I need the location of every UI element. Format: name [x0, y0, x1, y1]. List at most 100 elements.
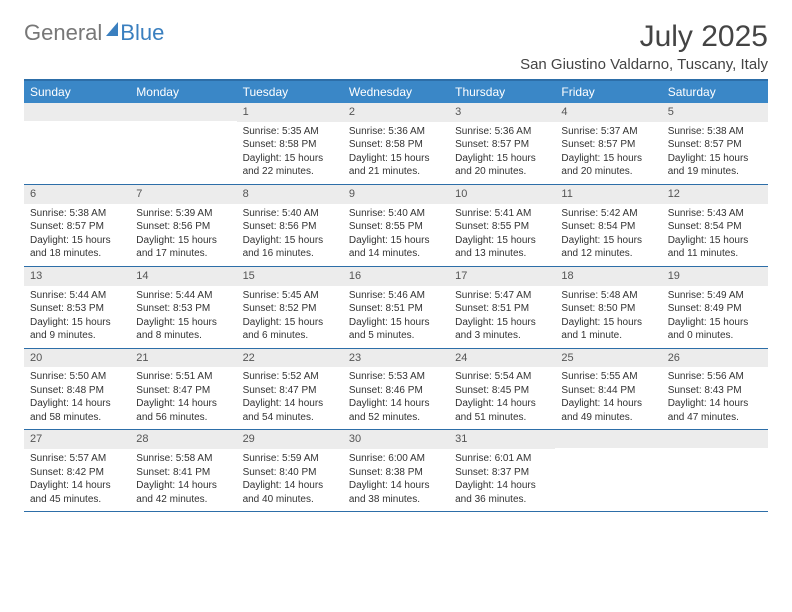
daylight-text: Daylight: 14 hours and 49 minutes.	[561, 397, 655, 424]
month-title: July 2025	[520, 20, 768, 54]
weekday-label: Friday	[555, 81, 661, 103]
day-content: Sunrise: 5:40 AMSunset: 8:55 PMDaylight:…	[343, 204, 449, 266]
day-content: Sunrise: 5:52 AMSunset: 8:47 PMDaylight:…	[237, 367, 343, 429]
day-number: 15	[237, 267, 343, 286]
sunrise-text: Sunrise: 5:42 AM	[561, 207, 655, 221]
day-content	[662, 448, 768, 506]
day-content: Sunrise: 5:55 AMSunset: 8:44 PMDaylight:…	[555, 367, 661, 429]
sunset-text: Sunset: 8:37 PM	[455, 466, 549, 480]
sunrise-text: Sunrise: 5:38 AM	[668, 125, 762, 139]
calendar-day: 13Sunrise: 5:44 AMSunset: 8:53 PMDayligh…	[24, 267, 130, 348]
location: San Giustino Valdarno, Tuscany, Italy	[520, 56, 768, 73]
day-content: Sunrise: 5:42 AMSunset: 8:54 PMDaylight:…	[555, 204, 661, 266]
calendar-day: 16Sunrise: 5:46 AMSunset: 8:51 PMDayligh…	[343, 267, 449, 348]
daylight-text: Daylight: 15 hours and 9 minutes.	[30, 316, 124, 343]
daylight-text: Daylight: 15 hours and 21 minutes.	[349, 152, 443, 179]
calendar-week: 27 Sunrise: 5:57 AMSunset: 8:42 PMDayligh…	[24, 430, 768, 512]
weekday-label: Wednesday	[343, 81, 449, 103]
day-number: 8	[237, 185, 343, 204]
sunrise-text: Sunrise: 5:48 AM	[561, 289, 655, 303]
day-number: 6	[24, 185, 130, 204]
day-number: 29	[237, 430, 343, 449]
day-content: Sunrise: 5:50 AMSunset: 8:48 PMDaylight:…	[24, 367, 130, 429]
sunset-text: Sunset: 8:43 PM	[668, 384, 762, 398]
sunrise-text: Sunrise: 5:51 AM	[136, 370, 230, 384]
daylight-text: Daylight: 15 hours and 20 minutes.	[561, 152, 655, 179]
day-number: 28	[130, 430, 236, 449]
sunset-text: Sunset: 8:54 PM	[561, 220, 655, 234]
daylight-text: Daylight: 14 hours and 45 minutes.	[30, 479, 124, 506]
day-content: Sunrise: 5:38 AMSunset: 8:57 PMDaylight:…	[24, 204, 130, 266]
calendar-day: 6Sunrise: 5:38 AMSunset: 8:57 PMDaylight…	[24, 185, 130, 266]
sunset-text: Sunset: 8:51 PM	[349, 302, 443, 316]
weekday-label: Sunday	[24, 81, 130, 103]
day-number: 18	[555, 267, 661, 286]
sunrise-text: Sunrise: 5:47 AM	[455, 289, 549, 303]
sunset-text: Sunset: 8:58 PM	[349, 138, 443, 152]
calendar-week: 6Sunrise: 5:38 AMSunset: 8:57 PMDaylight…	[24, 185, 768, 267]
sunset-text: Sunset: 8:41 PM	[136, 466, 230, 480]
calendar-day: 20Sunrise: 5:50 AMSunset: 8:48 PMDayligh…	[24, 349, 130, 430]
sunset-text: Sunset: 8:53 PM	[136, 302, 230, 316]
sunrise-text: Sunrise: 5:59 AM	[243, 452, 337, 466]
day-number: 27	[24, 430, 130, 449]
weekday-header: Sunday Monday Tuesday Wednesday Thursday…	[24, 81, 768, 103]
day-content: Sunrise: 5:58 AMSunset: 8:41 PMDaylight:…	[130, 449, 236, 511]
sunrise-text: Sunrise: 5:57 AM	[30, 452, 124, 466]
daylight-text: Daylight: 14 hours and 58 minutes.	[30, 397, 124, 424]
calendar-day: 12Sunrise: 5:43 AMSunset: 8:54 PMDayligh…	[662, 185, 768, 266]
calendar-day: 15 Sunrise: 5:45 AMSunset: 8:52 PMDayligh…	[237, 267, 343, 348]
day-number	[24, 103, 130, 121]
day-number: 16	[343, 267, 449, 286]
day-number: 20	[24, 349, 130, 368]
sunset-text: Sunset: 8:47 PM	[243, 384, 337, 398]
calendar-day: 23Sunrise: 5:53 AMSunset: 8:46 PMDayligh…	[343, 349, 449, 430]
sunrise-text: Sunrise: 6:01 AM	[455, 452, 549, 466]
day-number: 19	[662, 267, 768, 286]
sunrise-text: Sunrise: 5:41 AM	[455, 207, 549, 221]
sunset-text: Sunset: 8:56 PM	[243, 220, 337, 234]
sunset-text: Sunset: 8:52 PM	[243, 302, 337, 316]
weekday-label: Monday	[130, 81, 236, 103]
calendar-day: 22Sunrise: 5:52 AMSunset: 8:47 PMDayligh…	[237, 349, 343, 430]
calendar-day: 30Sunrise: 6:00 AMSunset: 8:38 PMDayligh…	[343, 430, 449, 511]
day-number: 26	[662, 349, 768, 368]
day-number: 22	[237, 349, 343, 368]
calendar: Sunday Monday Tuesday Wednesday Thursday…	[24, 79, 768, 512]
daylight-text: Daylight: 15 hours and 6 minutes.	[243, 316, 337, 343]
calendar-day: 21Sunrise: 5:51 AMSunset: 8:47 PMDayligh…	[130, 349, 236, 430]
sunrise-text: Sunrise: 5:55 AM	[561, 370, 655, 384]
sunrise-text: Sunrise: 5:49 AM	[668, 289, 762, 303]
calendar-day: 10Sunrise: 5:41 AMSunset: 8:55 PMDayligh…	[449, 185, 555, 266]
daylight-text: Daylight: 15 hours and 22 minutes.	[243, 152, 337, 179]
sunrise-text: Sunrise: 5:54 AM	[455, 370, 549, 384]
sunset-text: Sunset: 8:42 PM	[30, 466, 124, 480]
calendar-week: 1Sunrise: 5:35 AMSunset: 8:58 PMDaylight…	[24, 103, 768, 185]
day-number: 11	[555, 185, 661, 204]
day-content: Sunrise: 5:43 AMSunset: 8:54 PMDaylight:…	[662, 204, 768, 266]
sunrise-text: Sunrise: 5:58 AM	[136, 452, 230, 466]
day-content: Sunrise: 5:47 AMSunset: 8:51 PMDaylight:…	[449, 286, 555, 348]
daylight-text: Daylight: 15 hours and 11 minutes.	[668, 234, 762, 261]
day-number: 2	[343, 103, 449, 122]
day-content: Sunrise: 5:46 AMSunset: 8:51 PMDaylight:…	[343, 286, 449, 348]
day-number: 4	[555, 103, 661, 122]
daylight-text: Daylight: 15 hours and 1 minute.	[561, 316, 655, 343]
daylight-text: Daylight: 15 hours and 13 minutes.	[455, 234, 549, 261]
calendar-day: 9Sunrise: 5:40 AMSunset: 8:55 PMDaylight…	[343, 185, 449, 266]
sunset-text: Sunset: 8:57 PM	[455, 138, 549, 152]
sunset-text: Sunset: 8:48 PM	[30, 384, 124, 398]
calendar-day	[130, 103, 236, 184]
logo-triangle-icon	[106, 22, 118, 36]
day-number: 13	[24, 267, 130, 286]
day-content	[24, 121, 130, 179]
sunrise-text: Sunrise: 5:45 AM	[243, 289, 337, 303]
day-content: Sunrise: 5:44 AMSunset: 8:53 PMDaylight:…	[130, 286, 236, 348]
sunset-text: Sunset: 8:49 PM	[668, 302, 762, 316]
sunset-text: Sunset: 8:40 PM	[243, 466, 337, 480]
day-number: 7	[130, 185, 236, 204]
day-number: 24	[449, 349, 555, 368]
sunrise-text: Sunrise: 5:38 AM	[30, 207, 124, 221]
sunrise-text: Sunrise: 5:50 AM	[30, 370, 124, 384]
day-number	[130, 103, 236, 121]
